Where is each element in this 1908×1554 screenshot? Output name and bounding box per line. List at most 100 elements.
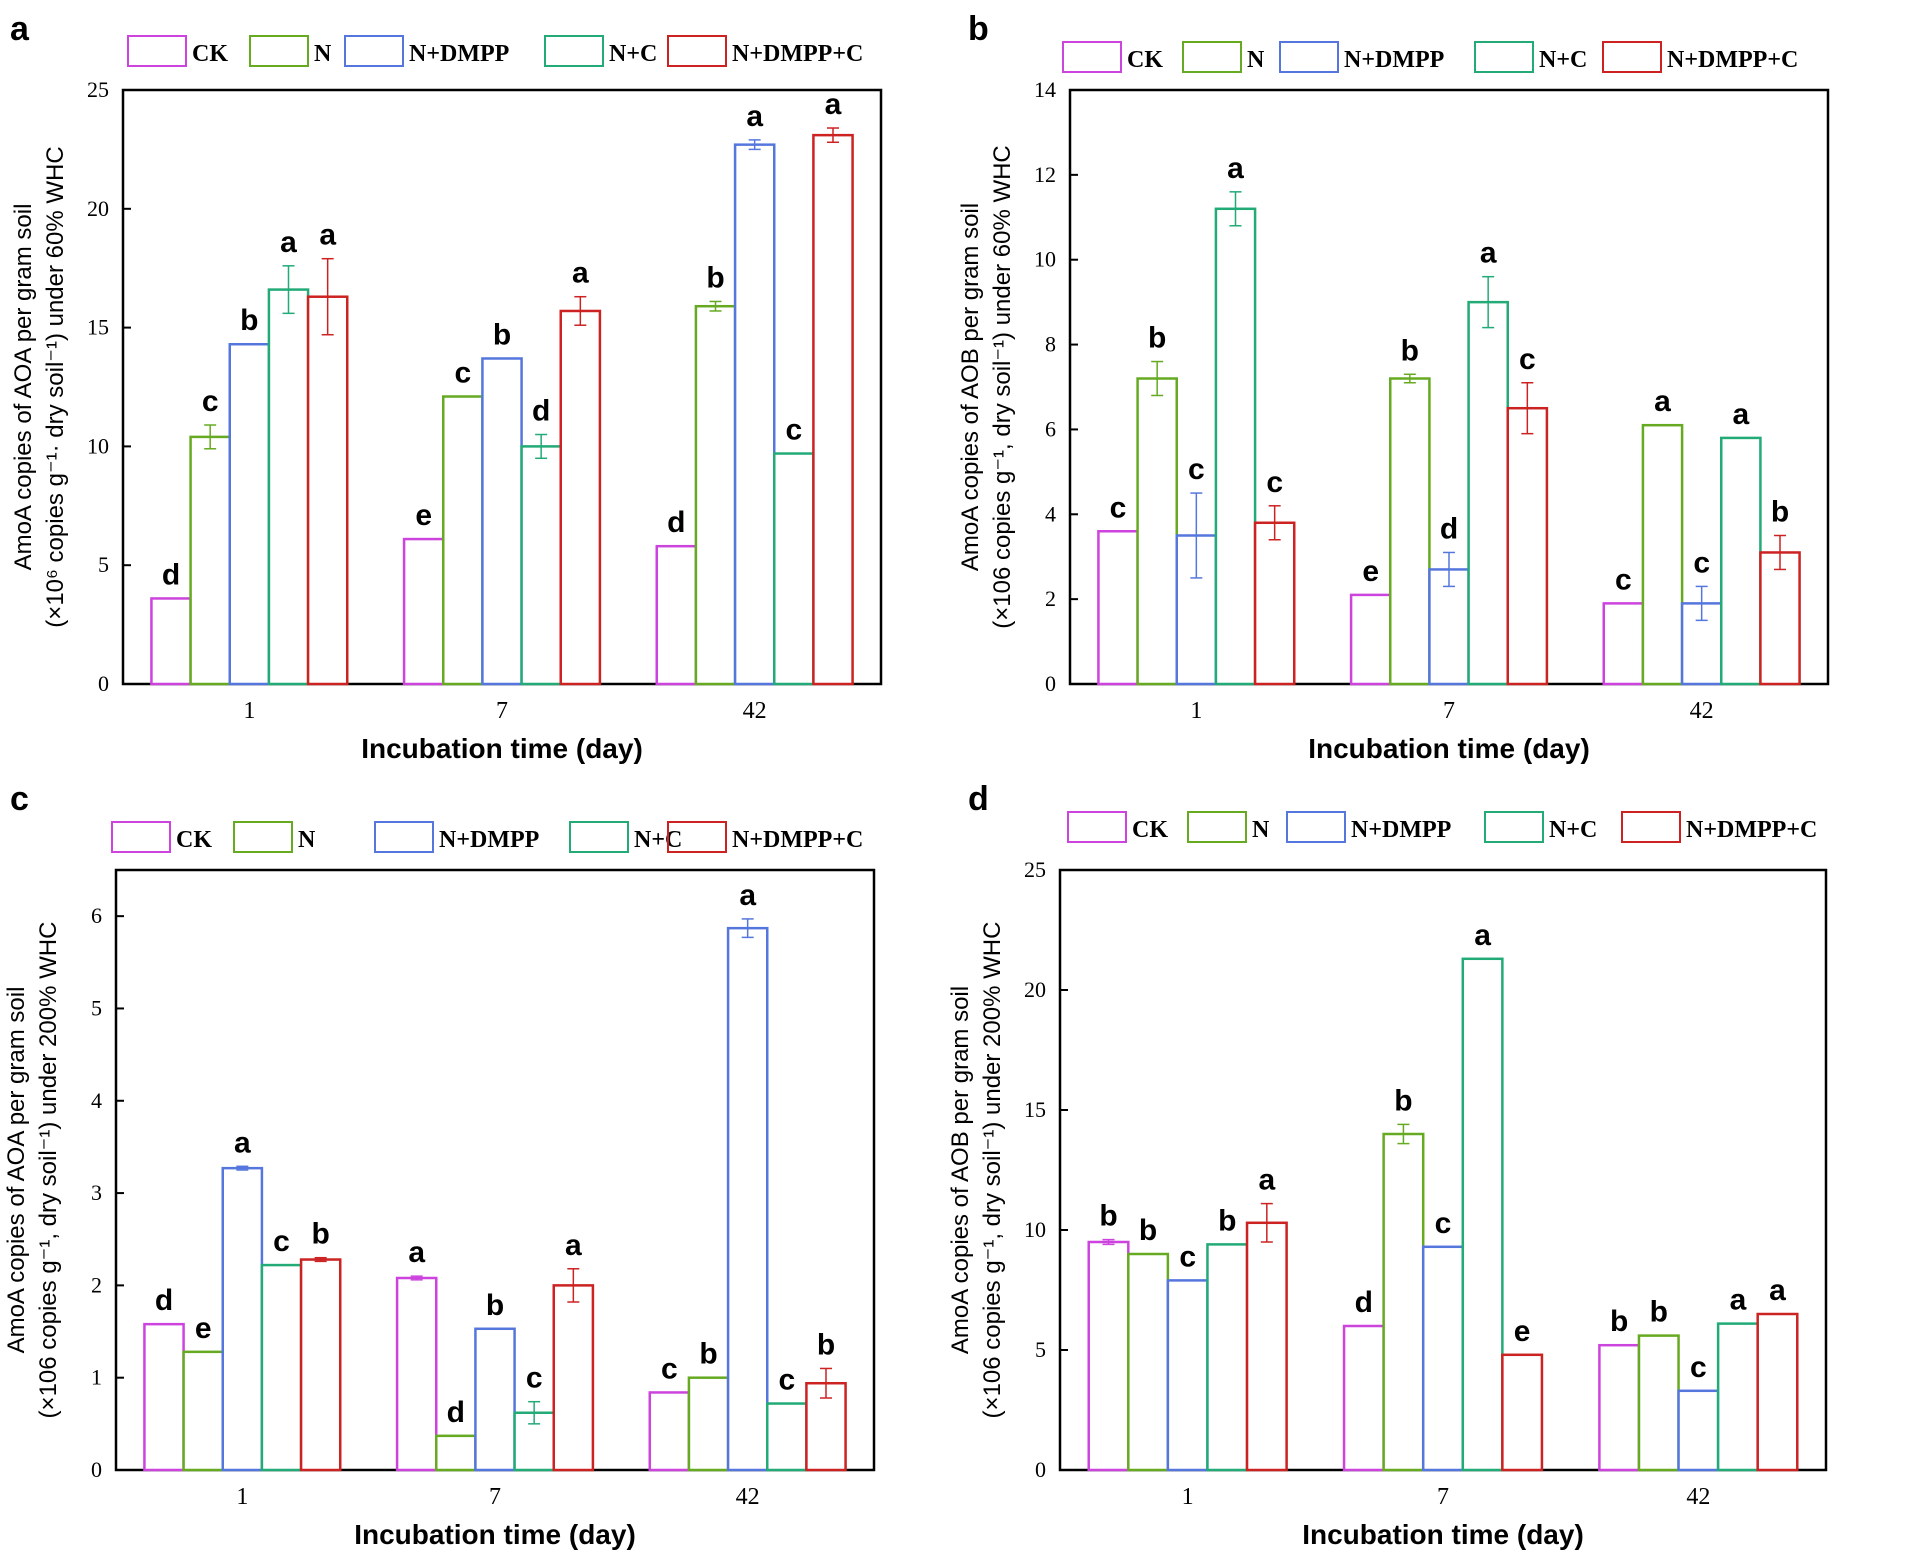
significance-letter: b	[240, 304, 258, 337]
y-axis-title-line2: (×10⁶ copies g⁻¹· dry soil⁻¹) under 60% …	[42, 146, 69, 627]
significance-letter: b	[706, 261, 724, 294]
legend-swatch	[1621, 811, 1681, 843]
significance-letter: c	[526, 1362, 543, 1395]
bar-n-dmpp-day-42	[733, 143, 776, 686]
bar-n-day-7	[442, 395, 484, 686]
x-tick-label: 1	[236, 1484, 248, 1510]
significance-letter: d	[1355, 1286, 1373, 1319]
bar-n-dmpp-c-day-42	[1759, 551, 1801, 686]
legend-swatch	[127, 35, 187, 67]
y-tick-label: 14	[1034, 77, 1056, 102]
legend: CK N N+DMPP N+C N+DMPP+C	[1062, 41, 1798, 73]
panel-a: a CK N N+DMPP N+C N+DMPP+C 0 5 10 15 20 25 AmoA copi…	[10, 10, 883, 764]
legend-swatch	[569, 821, 629, 853]
significance-letter: a	[746, 100, 763, 133]
legend-label: N+C	[1549, 817, 1597, 843]
y-tick-label: 0	[91, 1457, 102, 1482]
significance-letter: c	[1110, 491, 1127, 524]
x-tick-label: 1	[1190, 698, 1202, 724]
panel-tag: b	[968, 10, 989, 48]
legend-label: N	[298, 827, 316, 853]
significance-letter: b	[1099, 1200, 1117, 1233]
legend-label: N+DMPP+C	[732, 41, 863, 67]
significance-letter: b	[1139, 1214, 1157, 1247]
y-tick-label: 0	[98, 671, 109, 696]
bar-n-day-1	[189, 435, 232, 686]
y-tick-label: 2	[1045, 586, 1056, 611]
significance-letter: a	[280, 226, 297, 259]
significance-letter: b	[1218, 1204, 1236, 1237]
y-tick-label: 4	[91, 1088, 102, 1113]
bar-n-dmpp-day-7	[474, 1327, 516, 1472]
legend-label: N+DMPP+C	[1667, 47, 1798, 73]
significance-letter: b	[1650, 1296, 1668, 1329]
bar-n-dmpp-day-42	[1677, 1389, 1720, 1472]
significance-letter: c	[1266, 466, 1283, 499]
x-tick-label: 7	[1437, 1484, 1449, 1510]
significance-letter: e	[195, 1312, 212, 1345]
bar-n-dmpp-day-1	[1166, 1279, 1209, 1472]
y-tick-label: 15	[87, 315, 109, 340]
x-tick-label: 42	[743, 698, 767, 724]
bar-n-dmpp-c-day-7	[1506, 406, 1549, 686]
x-tick-label: 42	[1690, 698, 1714, 724]
y-tick-label: 12	[1034, 162, 1056, 187]
y-axis-title-line2: (×106 copies g⁻¹, dry soil⁻¹) under 60% …	[989, 145, 1016, 629]
y-axis-title-line1: AmoA copies of AOB per gram soil	[947, 986, 974, 1354]
y-tick-label: 6	[1045, 416, 1056, 441]
bar-ck-day-1	[150, 597, 192, 686]
bar-ck-day-42	[1598, 1343, 1641, 1472]
significance-letter: a	[1654, 385, 1671, 418]
y-axis-title: AmoA copies of AOA per gram soil (×106 co…	[3, 922, 62, 1419]
legend-swatch	[374, 821, 434, 853]
legend-swatch	[1182, 41, 1242, 73]
y-tick-label: 6	[91, 903, 102, 928]
x-tick-label: 42	[1686, 1484, 1710, 1510]
significance-letter: e	[1514, 1315, 1531, 1348]
significance-letter: c	[1179, 1240, 1196, 1273]
bar-ck-day-1	[1097, 530, 1139, 686]
significance-letter: c	[1615, 563, 1632, 596]
significance-letter: a	[1732, 398, 1749, 431]
bar-n-day-1	[1136, 377, 1179, 686]
y-axis-title: AmoA copies of AOB per gram soil (×106 co…	[957, 145, 1016, 629]
significance-letter: a	[1258, 1164, 1275, 1197]
significance-letter: a	[234, 1126, 251, 1159]
significance-letter: c	[1693, 546, 1710, 579]
bar-ck-day-42	[648, 1391, 691, 1472]
significance-letter: c	[785, 414, 802, 447]
legend-label: N+DMPP	[1344, 47, 1444, 73]
y-tick-label: 1	[91, 1365, 102, 1390]
bar-n-dmpp-c-day-7	[559, 309, 602, 686]
significance-letter: d	[447, 1396, 465, 1429]
y-tick-label: 10	[87, 433, 109, 458]
bar-n-dmpp-c-day-1	[1253, 521, 1296, 686]
legend-swatch	[233, 821, 293, 853]
bar-ck-day-42	[1602, 602, 1645, 686]
bar-n-c-day-42	[1719, 436, 1762, 686]
significance-letter: c	[273, 1225, 290, 1258]
bar-n-day-42	[694, 304, 737, 686]
legend-label: N+DMPP	[439, 827, 539, 853]
legend-label: CK	[1132, 817, 1168, 843]
bar-n-dmpp-day-1	[228, 342, 271, 686]
significance-letter: a	[1730, 1284, 1747, 1317]
legend-label: N+C	[609, 41, 657, 67]
bar-n-c-day-42	[772, 452, 815, 686]
significance-letter: a	[565, 1229, 582, 1262]
x-tick-label: 1	[243, 698, 255, 724]
legend: CK N N+DMPP N+C N+DMPP+C	[111, 821, 863, 853]
bar-n-c-day-7	[1467, 300, 1509, 686]
x-tick-label: 1	[1182, 1484, 1194, 1510]
y-tick-label: 5	[91, 995, 102, 1020]
y-tick-label: 8	[1045, 332, 1056, 357]
legend-label: N+DMPP+C	[732, 827, 863, 853]
y-tick-label: 4	[1045, 501, 1056, 526]
legend-label: N	[1247, 47, 1265, 73]
bar-n-c-day-1	[1214, 207, 1257, 686]
legend-swatch	[344, 35, 404, 67]
significance-letter: d	[667, 506, 685, 539]
significance-letter: c	[454, 357, 471, 390]
panel-c: c CK N N+DMPP N+C N+DMPP+C 0 1 2 3 4 5 6 AmoA copies …	[3, 780, 876, 1550]
bar-ck-day-42	[655, 544, 698, 686]
